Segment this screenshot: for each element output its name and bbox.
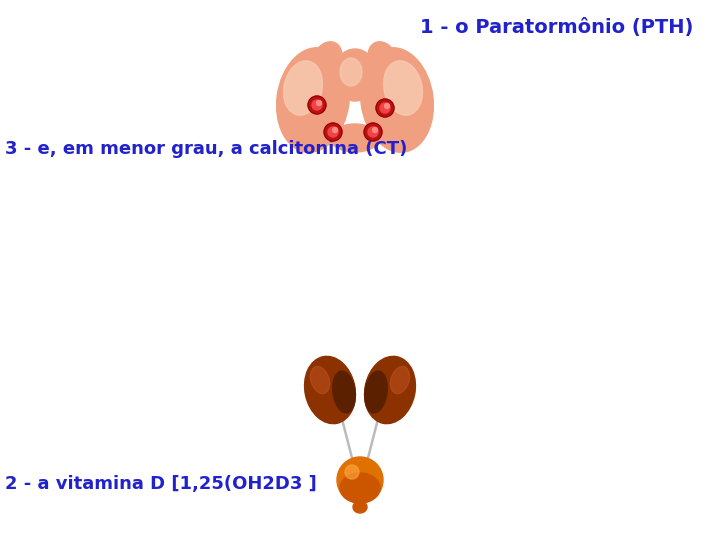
Circle shape <box>372 127 377 132</box>
Circle shape <box>317 100 322 105</box>
Ellipse shape <box>361 48 433 152</box>
Ellipse shape <box>333 49 377 101</box>
Text: 2 - a vitamina D [1,25(OH2D3 ]: 2 - a vitamina D [1,25(OH2D3 ] <box>5 475 317 493</box>
Ellipse shape <box>340 58 362 86</box>
Circle shape <box>384 104 390 109</box>
Ellipse shape <box>384 61 423 115</box>
Circle shape <box>308 96 326 114</box>
Circle shape <box>333 127 338 132</box>
Ellipse shape <box>330 124 380 152</box>
Ellipse shape <box>310 367 330 394</box>
Ellipse shape <box>340 473 380 503</box>
Ellipse shape <box>276 48 349 152</box>
Ellipse shape <box>345 465 359 479</box>
Text: 1 - o Paratormônio (PTH): 1 - o Paratormônio (PTH) <box>420 18 693 37</box>
Circle shape <box>364 123 382 141</box>
Circle shape <box>312 100 322 110</box>
Ellipse shape <box>364 356 415 424</box>
Text: 3 - e, em menor grau, a calcitonina (CT): 3 - e, em menor grau, a calcitonina (CT) <box>5 140 408 158</box>
Circle shape <box>376 99 394 117</box>
Ellipse shape <box>284 61 323 115</box>
Ellipse shape <box>312 42 342 78</box>
Circle shape <box>380 103 390 113</box>
Circle shape <box>368 127 378 137</box>
Ellipse shape <box>353 501 367 513</box>
Ellipse shape <box>337 457 383 503</box>
Ellipse shape <box>305 356 356 424</box>
Ellipse shape <box>365 371 387 413</box>
Ellipse shape <box>333 371 355 413</box>
Ellipse shape <box>368 42 398 78</box>
Circle shape <box>324 123 342 141</box>
Circle shape <box>328 127 338 137</box>
Ellipse shape <box>390 367 410 394</box>
